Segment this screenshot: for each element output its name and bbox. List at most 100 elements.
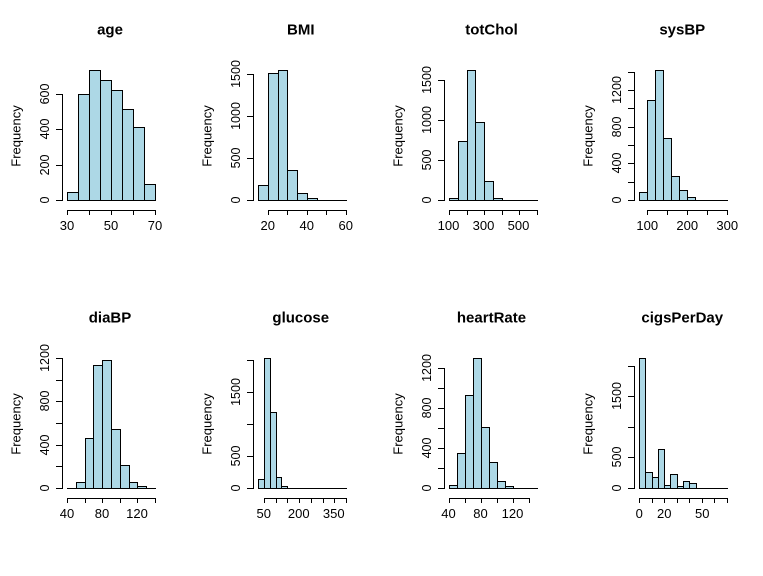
histogram-bar xyxy=(306,198,318,201)
y-axis-tick xyxy=(246,392,254,393)
histogram-bar xyxy=(721,488,729,489)
x-axis-tick xyxy=(310,499,312,503)
x-axis-tick xyxy=(102,499,103,503)
x-axis-tick xyxy=(518,211,520,215)
panel-title: glucose xyxy=(272,309,330,327)
x-axis-tick xyxy=(133,211,134,215)
x-axis-tick xyxy=(448,499,450,503)
histogram-bar xyxy=(639,358,647,489)
histogram-bar xyxy=(658,448,666,489)
x-axis-tick xyxy=(536,211,538,215)
y-axis-tick xyxy=(56,358,63,359)
x-axis-tick xyxy=(322,499,324,503)
y-axis-tick xyxy=(628,366,636,367)
y-tick-label: 1000 xyxy=(228,102,243,130)
y-axis-tick xyxy=(56,423,63,424)
x-tick-label: 300 xyxy=(716,218,739,233)
y-tick-label: 800 xyxy=(610,116,625,138)
y-tick-label: 400 xyxy=(419,437,434,459)
histogram-bar xyxy=(292,488,300,489)
y-tick-label: 500 xyxy=(228,147,243,169)
x-axis-tick xyxy=(448,211,450,215)
x-tick-label: 100 xyxy=(437,218,460,233)
x-axis-tick xyxy=(67,499,68,503)
histogram-bar xyxy=(286,488,294,489)
y-axis-tick xyxy=(437,448,445,449)
x-axis-line xyxy=(67,210,156,211)
x-axis-tick xyxy=(298,499,300,503)
histogram-bar xyxy=(520,488,530,489)
y-axis-tick xyxy=(628,457,636,458)
y-tick-label: 0 xyxy=(38,484,52,492)
y-axis-label: Frequency xyxy=(390,105,405,167)
y-tick-label: 1500 xyxy=(610,382,625,410)
y-axis-tick xyxy=(628,127,636,128)
y-axis-tick xyxy=(437,80,445,81)
histogram-bar xyxy=(111,428,121,489)
histogram-bar xyxy=(480,427,490,489)
x-tick-label: 200 xyxy=(676,218,699,233)
histogram-bar xyxy=(528,488,538,489)
histogram-bar xyxy=(67,488,77,489)
x-tick-label: 0 xyxy=(635,506,643,521)
histogram-bar xyxy=(137,485,147,489)
histogram-bar xyxy=(277,70,288,201)
y-axis-tick xyxy=(246,200,254,201)
x-tick-label: 120 xyxy=(126,506,148,521)
x-axis-tick xyxy=(263,499,265,503)
y-tick-label: 1500 xyxy=(419,66,434,94)
y-tick-label: 500 xyxy=(610,446,625,468)
histogram-bar xyxy=(504,486,514,489)
histogram-bar xyxy=(714,488,723,489)
x-axis-tick xyxy=(120,499,121,503)
histogram-bar xyxy=(510,200,520,201)
histogram-bar xyxy=(702,488,710,489)
x-tick-label: 350 xyxy=(322,506,345,521)
y-tick-label: 0 xyxy=(228,196,243,204)
histogram-bar xyxy=(296,192,308,201)
y-axis-label: Frequency xyxy=(199,393,215,455)
x-tick-label: 80 xyxy=(94,506,110,521)
y-axis-tick xyxy=(246,456,254,457)
histogram-bar xyxy=(339,488,347,489)
histogram-bar xyxy=(655,70,665,201)
y-axis-line xyxy=(62,93,63,201)
y-axis-tick xyxy=(56,401,63,402)
panel-title: heartRate xyxy=(456,309,527,327)
panel-title: BMI xyxy=(287,21,315,39)
y-tick-label: 800 xyxy=(38,390,52,412)
x-axis-tick xyxy=(345,499,347,503)
x-tick-label: 50 xyxy=(103,218,119,233)
histogram-bar xyxy=(322,488,329,489)
histogram-bar xyxy=(472,358,482,489)
x-tick-label: 20 xyxy=(260,218,275,233)
histogram-bar xyxy=(695,200,705,201)
y-tick-label: 1200 xyxy=(610,76,625,104)
histogram-bar xyxy=(333,488,341,489)
panel-title: diaBP xyxy=(88,309,132,327)
x-axis-tick xyxy=(155,211,156,215)
y-tick-label: 600 xyxy=(38,83,52,105)
histogram-bar xyxy=(325,200,337,201)
x-axis-tick xyxy=(137,499,138,503)
histogram-bar xyxy=(327,488,335,489)
x-tick-label: 40 xyxy=(441,506,456,521)
x-axis-tick xyxy=(306,211,308,215)
histogram-bar xyxy=(512,488,522,489)
y-axis-label: Frequency xyxy=(8,105,24,167)
y-axis-tick xyxy=(437,200,445,201)
x-tick-label: 20 xyxy=(657,506,672,521)
y-tick-label: 400 xyxy=(38,434,52,456)
histogram-panel-glucose: 0 500 1500 50 200 350 glucose Frequency xyxy=(191,288,382,576)
y-tick-label: 1000 xyxy=(419,106,434,134)
y-axis-tick xyxy=(246,488,254,489)
y-tick-label: 1500 xyxy=(228,60,243,88)
y-axis-line xyxy=(634,71,636,201)
x-axis-tick xyxy=(496,499,498,503)
x-axis-tick xyxy=(652,499,654,503)
y-axis-tick xyxy=(56,94,63,95)
x-tick-label: 120 xyxy=(501,506,524,521)
histogram-bar xyxy=(663,137,673,201)
y-axis-tick xyxy=(437,488,445,489)
x-axis-tick xyxy=(483,211,485,215)
